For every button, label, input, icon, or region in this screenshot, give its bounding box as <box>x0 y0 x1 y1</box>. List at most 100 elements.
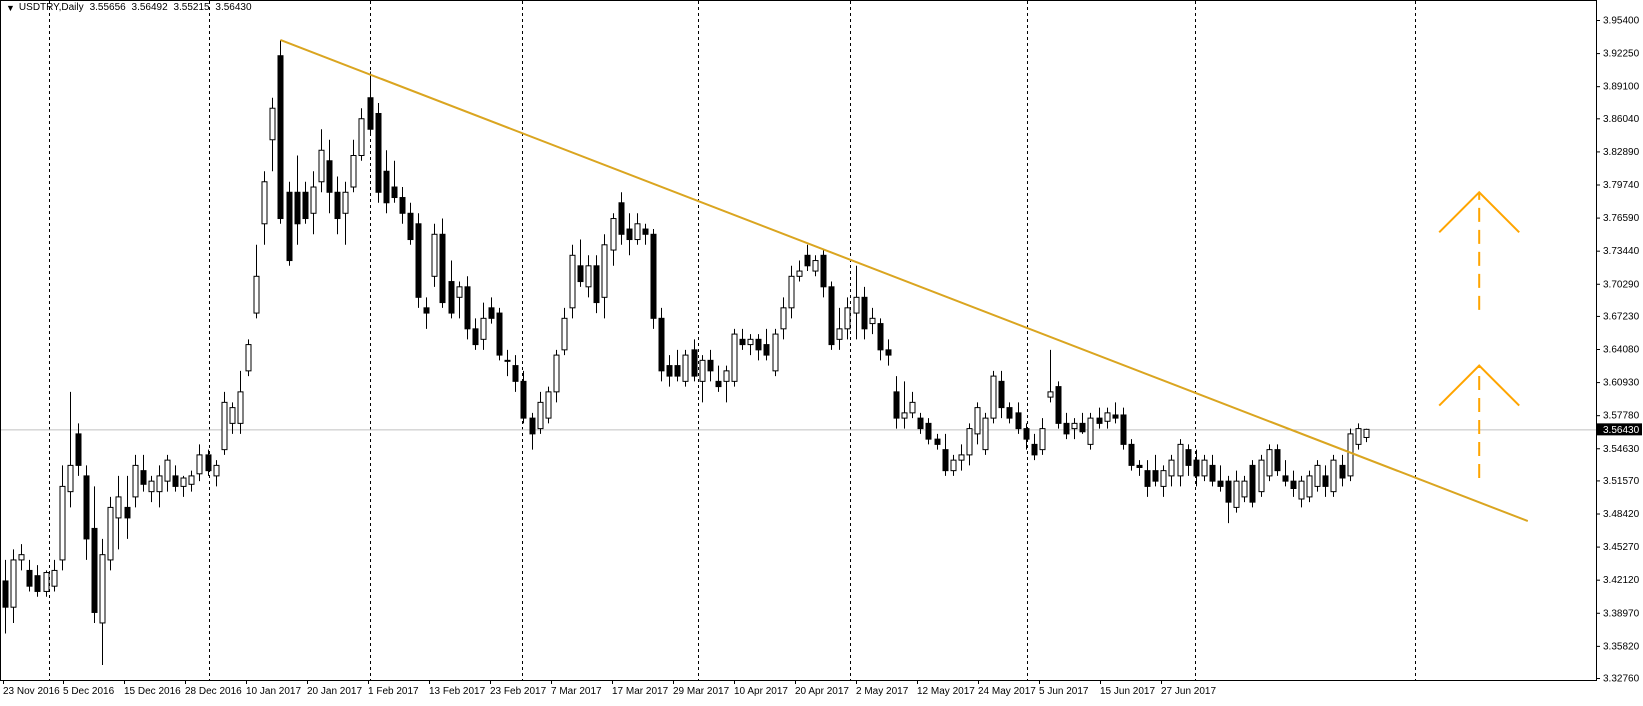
y-tick-label: 3.70290 <box>1603 279 1640 290</box>
x-tick-label: 7 Mar 2017 <box>551 686 602 697</box>
candle <box>504 349 511 377</box>
candle <box>124 475 131 539</box>
candle <box>1209 454 1216 487</box>
candle-body-bull <box>43 572 50 592</box>
y-tick-label: 3.76590 <box>1603 213 1640 224</box>
candle-body-bull <box>115 496 122 519</box>
candle-body-bear <box>917 417 924 430</box>
candle <box>318 129 325 193</box>
candle-body-bear <box>666 365 673 377</box>
candle-body-bear <box>763 344 770 356</box>
candle <box>561 307 568 356</box>
candle <box>1128 439 1135 471</box>
triangle-down-icon[interactable]: ▼ <box>6 2 15 13</box>
candle-body-bear <box>294 191 301 225</box>
candle-body-bear <box>934 438 941 445</box>
candle-body-bear <box>1209 464 1216 482</box>
candle-body-bear <box>1136 464 1143 468</box>
candle <box>383 150 390 214</box>
candle-body-bear <box>707 359 714 372</box>
candle-body-bear <box>893 391 900 419</box>
candle <box>83 465 90 560</box>
candle-body-bear <box>302 191 309 220</box>
candle <box>1330 454 1337 497</box>
candle <box>812 255 819 277</box>
candle <box>1282 460 1289 487</box>
candle-body-bear <box>124 506 131 519</box>
candle <box>520 370 527 424</box>
candle <box>1249 460 1256 508</box>
candle-body-bull <box>909 401 916 414</box>
candle-body-bear <box>464 286 471 330</box>
candle-body-bear <box>334 191 341 220</box>
candle <box>1087 412 1094 450</box>
candle-body-bear <box>1079 422 1086 433</box>
candle <box>1144 460 1151 497</box>
candle <box>901 381 908 429</box>
candle <box>747 334 754 356</box>
candle-body-bear <box>942 449 949 472</box>
candle-body-bear <box>75 433 82 466</box>
candle-body-bull <box>269 107 276 141</box>
y-tick-label: 3.54630 <box>1603 444 1640 455</box>
candle-body-bull <box>1160 470 1167 487</box>
candle <box>205 449 212 476</box>
candle-body-bear <box>1055 386 1062 424</box>
candle-body-bull <box>229 407 236 424</box>
candle-body-bull <box>456 286 463 298</box>
candle <box>569 244 576 319</box>
candle <box>958 444 965 471</box>
candle <box>1290 470 1297 497</box>
candle <box>618 192 625 245</box>
candle <box>650 229 657 329</box>
candle-body-bull <box>747 338 754 346</box>
candle <box>723 365 730 403</box>
candle-body-bull <box>480 317 487 340</box>
symbol-label: USDTRY,Daily <box>18 2 84 13</box>
candle-body-bear <box>804 254 811 267</box>
candle-body-bull <box>132 464 139 498</box>
candle <box>18 544 25 571</box>
candle <box>1306 470 1313 503</box>
trendline[interactable] <box>280 39 1529 522</box>
candle <box>1168 454 1175 487</box>
x-tick-label: 27 Jun 2017 <box>1161 686 1216 697</box>
time-axis[interactable]: 23 Nov 2016 5 Dec 2016 15 Dec 2016 28 Dec 2… <box>3 680 1216 697</box>
lower-projection-arrow[interactable] <box>1438 364 1520 478</box>
candle-body-bull <box>869 317 876 325</box>
candle-body-bear <box>715 380 722 388</box>
candle-body-bear <box>1339 464 1346 479</box>
candle <box>990 370 997 424</box>
candle <box>674 349 681 382</box>
candle-body-bear <box>399 197 406 214</box>
candle <box>1217 465 1224 492</box>
candle-body-bull <box>982 417 989 451</box>
candle <box>1023 423 1030 450</box>
candle-body-bear <box>674 365 681 377</box>
y-tick-label: 3.51570 <box>1603 476 1640 487</box>
candle-body-bear <box>1023 428 1030 440</box>
candle-body-bull <box>844 307 851 330</box>
candle-body-bull <box>950 459 957 472</box>
candle <box>893 376 900 429</box>
candle-body-bull <box>796 270 803 277</box>
candle <box>1241 475 1248 503</box>
current-price-tag <box>1597 423 1642 436</box>
candle <box>1006 402 1013 424</box>
candle <box>601 234 608 319</box>
candle <box>707 349 714 382</box>
price-axis[interactable]: 3.95400 3.92250 3.89100 3.86040 3.82890 3.797… <box>1596 16 1640 685</box>
candle <box>350 139 357 193</box>
candle-body-bull <box>901 412 908 419</box>
candle-body-bear <box>423 307 430 314</box>
candle <box>472 318 479 350</box>
candle <box>780 297 787 340</box>
candle-body-bull <box>723 370 730 382</box>
candle-body-bear <box>34 575 41 592</box>
candle-body-bull <box>553 354 560 393</box>
drawing-objects[interactable] <box>280 39 1529 522</box>
upper-projection-arrow[interactable] <box>1438 190 1520 310</box>
candle <box>925 418 932 445</box>
candle-body-bull <box>1355 428 1362 445</box>
